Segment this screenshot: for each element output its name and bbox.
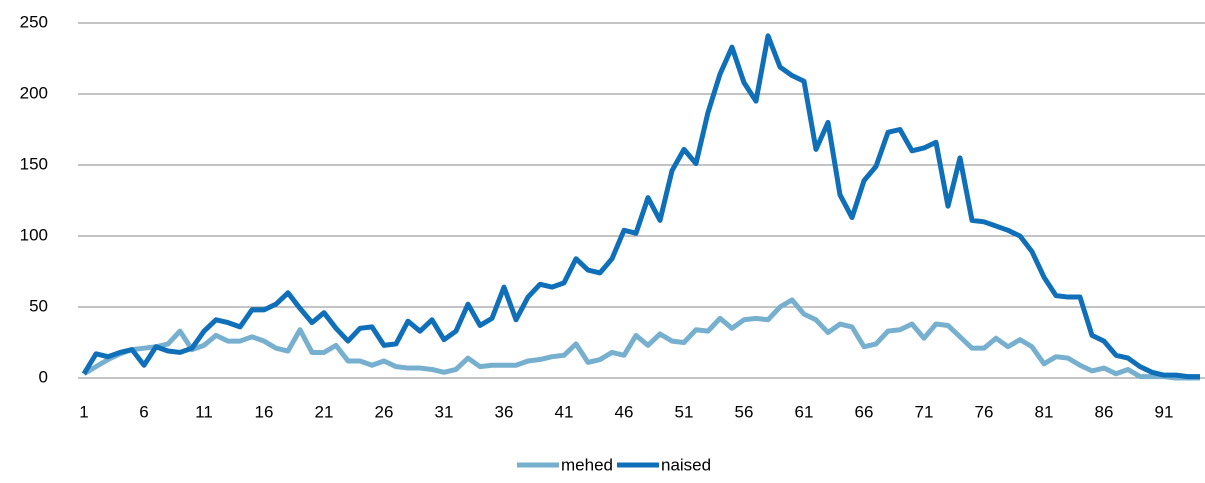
legend-label: mehed xyxy=(561,455,613,474)
x-tick-label: 36 xyxy=(495,402,514,421)
y-tick-label: 200 xyxy=(20,83,48,102)
x-tick-label: 71 xyxy=(915,402,934,421)
legend-label: naised xyxy=(661,455,711,474)
x-tick-label: 26 xyxy=(375,402,394,421)
x-tick-label: 76 xyxy=(975,402,994,421)
x-tick-label: 56 xyxy=(735,402,754,421)
line-series xyxy=(82,297,1200,381)
y-tick-label: 50 xyxy=(29,296,48,315)
x-tick-label: 51 xyxy=(675,402,694,421)
y-tick-label: 100 xyxy=(20,225,48,244)
y-tick-label: 250 xyxy=(20,12,48,31)
x-tick-label: 41 xyxy=(555,402,574,421)
x-tick-label: 46 xyxy=(615,402,634,421)
x-tick-label: 31 xyxy=(435,402,454,421)
x-tick-label: 81 xyxy=(1035,402,1054,421)
x-tick-label: 11 xyxy=(195,402,213,421)
y-tick-label: 0 xyxy=(39,367,48,386)
x-tick-label: 1 xyxy=(79,402,88,421)
y-tick-label: 150 xyxy=(20,154,48,173)
x-tick-label: 86 xyxy=(1095,402,1114,421)
x-tick-label: 66 xyxy=(855,402,874,421)
x-tick-label: 16 xyxy=(255,402,274,421)
line-series xyxy=(81,33,1200,380)
x-tick-label: 91 xyxy=(1155,402,1174,421)
x-tick-label: 61 xyxy=(795,402,814,421)
x-tick-label: 21 xyxy=(315,402,334,421)
x-tick-label: 6 xyxy=(139,402,148,421)
